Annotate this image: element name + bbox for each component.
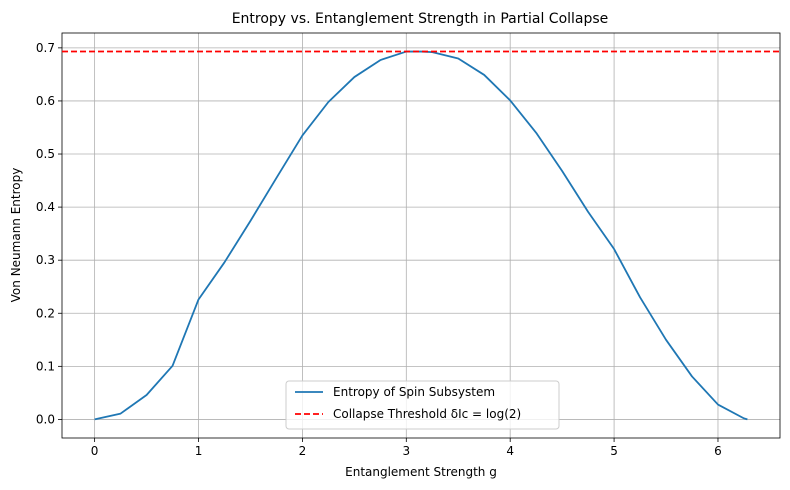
y-tick-label: 0.5 <box>36 147 55 161</box>
y-tick-label: 0.6 <box>36 94 55 108</box>
legend-box <box>285 380 560 430</box>
y-tick-label: 0.4 <box>36 200 55 214</box>
series-layer <box>62 50 780 421</box>
y-tick-label: 0.1 <box>36 359 55 373</box>
axis-ticks: 0 1 2 3 4 5 6 0.0 0.1 0.2 0.3 0.4 0.5 0.6 0.7 <box>36 41 722 458</box>
x-tick-label: 3 <box>402 444 410 458</box>
y-tick-label: 0.2 <box>36 306 55 320</box>
legend-label-entropy: Entropy of Spin Subsystem <box>333 385 495 399</box>
y-tick-label: 0.7 <box>36 41 55 55</box>
x-axis-label: Entanglement Strength g <box>345 465 497 479</box>
x-tick-label: 6 <box>714 444 722 458</box>
x-tick-label: 5 <box>610 444 618 458</box>
y-tick-label: 0.3 <box>36 253 55 267</box>
legend-label-threshold: Collapse Threshold δIc = log(2) <box>333 407 521 421</box>
x-tick-label: 2 <box>299 444 307 458</box>
grid <box>62 33 780 438</box>
chart-title: Entropy vs. Entanglement Strength in Par… <box>232 11 609 27</box>
plot-frame <box>61 32 781 439</box>
y-tick-label: 0.0 <box>36 412 55 426</box>
x-tick-label: 0 <box>91 444 99 458</box>
y-axis-label: Von Neumann Entropy <box>9 168 23 303</box>
x-tick-label: 1 <box>195 444 203 458</box>
x-tick-label: 4 <box>506 444 514 458</box>
legend: Entropy of Spin Subsystem Collapse Thres… <box>285 380 560 430</box>
